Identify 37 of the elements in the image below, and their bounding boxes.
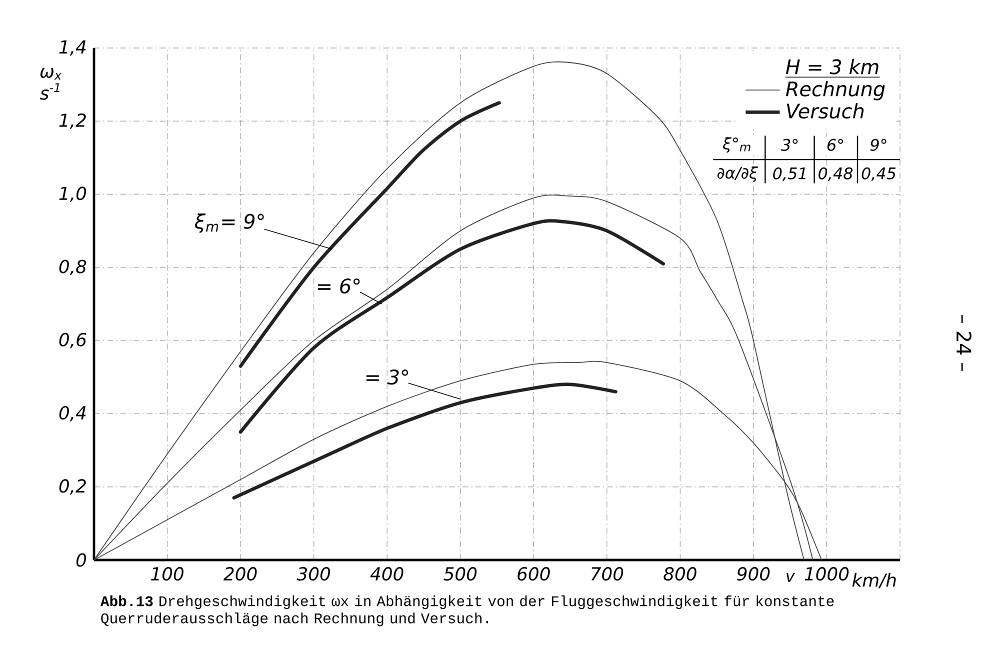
annotation: = 3° (366, 370, 408, 385)
annotation: 6° (827, 138, 844, 151)
y-tick-label: 1,2 (59, 113, 86, 129)
x-tick-label: 600 (518, 567, 550, 581)
y-tick-label: 0,8 (59, 260, 86, 276)
annotation: 3° (781, 138, 798, 151)
y-tick-label: 0,6 (59, 332, 86, 348)
x-tick-label: 700 (591, 567, 624, 581)
y-tick-label: 0 (76, 553, 86, 567)
annotation: 0,51 (773, 167, 806, 181)
y-tick-label: 1,0 (59, 186, 86, 202)
x-axis-title: km/h (852, 573, 896, 588)
y-tick-label: 0,4 (59, 406, 86, 422)
x-tick-label: 900 (737, 567, 770, 581)
x-tick-label: 200 (223, 567, 257, 581)
annotation: ξ°$_{m}$ (723, 137, 750, 153)
annotation: = 6° (318, 278, 360, 294)
annotation: 9° (870, 138, 886, 151)
x-tick-label: 100 (151, 567, 184, 581)
annotation: ξ$_{m}$= 9° (195, 213, 264, 233)
text: – 24 – (956, 314, 972, 371)
annotation: 0,45 (862, 167, 896, 181)
y-axis-title: ω$_{x}$ s$^{-1}$ (40, 68, 62, 100)
x-tick-label: 300 (296, 567, 330, 581)
y-tick-label: 0,2 (59, 479, 86, 495)
text: Abb.13 Drehgeschwindigkeit ωx in Abhängigkeit von der Fluggeschwindigkeit für konstante Querruderausschläge nach Rechnung und Versuch. (100, 595, 834, 626)
legend-label: Rechnung (786, 81, 885, 100)
x-tick-label: 800 (664, 567, 696, 581)
x-tick-label: 1000 (804, 567, 849, 581)
x-tick-label: 500 (444, 567, 477, 581)
y-tick-label: 1,4 (59, 40, 86, 56)
legend-label: Versuch (786, 103, 864, 119)
text: v (786, 573, 796, 582)
annotation: 0,48 (818, 167, 853, 181)
legend-title: H = 3 km (786, 58, 878, 74)
x-tick-label: 400 (370, 567, 404, 581)
annotation: ∂α/∂ξ (717, 166, 758, 182)
